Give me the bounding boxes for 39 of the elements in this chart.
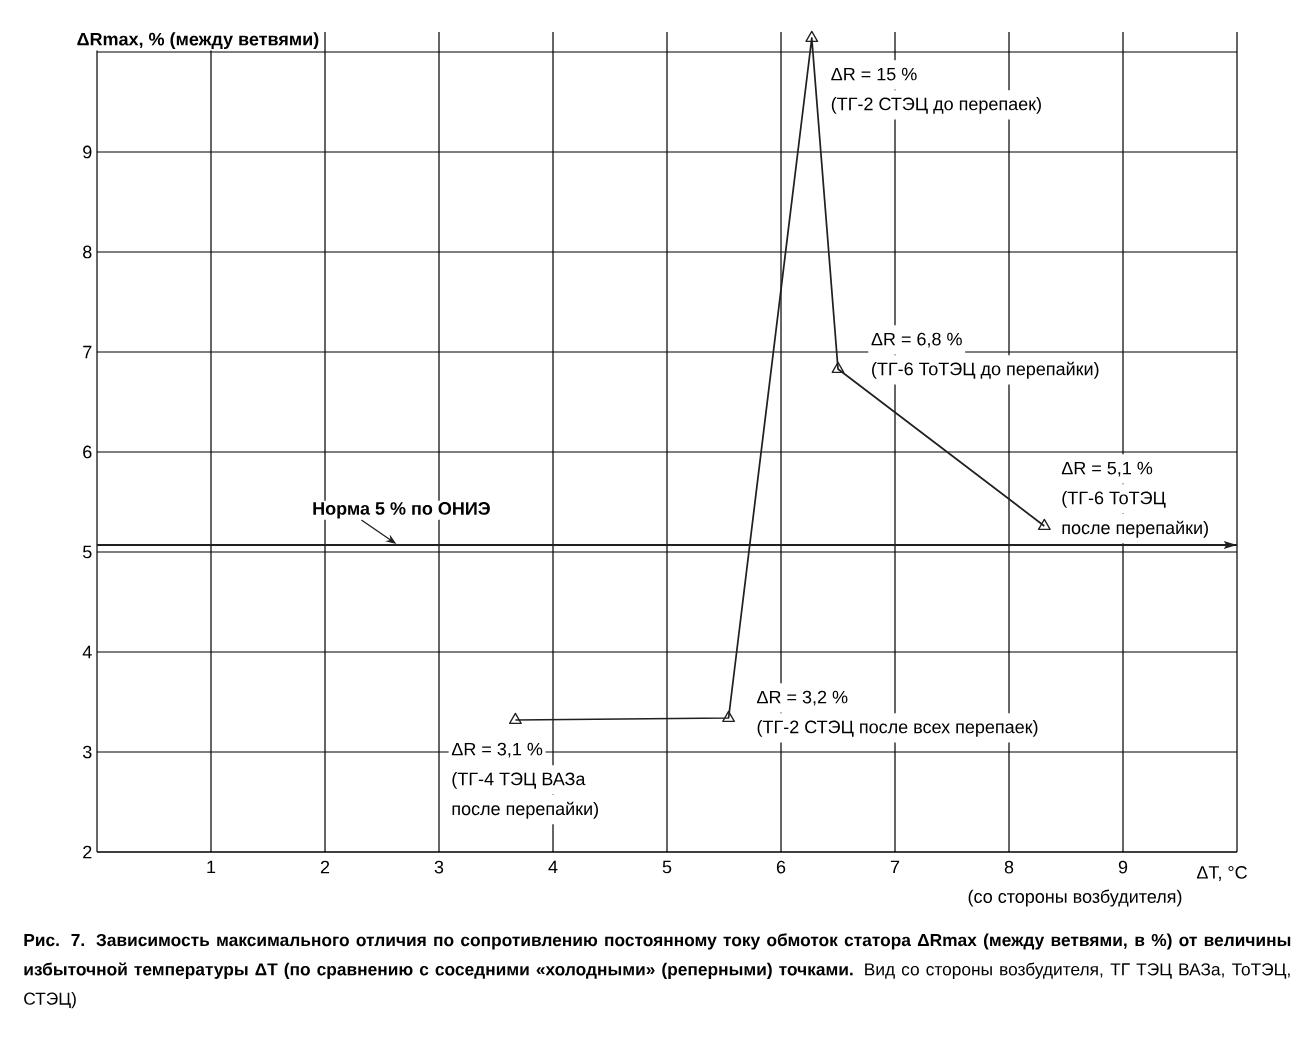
point: [722, 710, 736, 722]
annotation: (ТГ-6 ТоТЭЦ: [1062, 491, 1166, 508]
y-tick-label: 3: [82, 745, 92, 759]
text: (со стороны возбудителя): [968, 889, 1182, 907]
point: [831, 361, 845, 373]
ref-line-label: Норма 5 % по ОНИЭ: [313, 502, 490, 519]
point: [508, 712, 522, 724]
annotation: ΔR = 6,8 %: [871, 332, 962, 348]
chart-title: Рис. 7. Зависимость максимального отличия по сопротивлению постоянному току обмоток статора ΔRmax (между ветвями, в %) от величины избыточной температуры ΔT (по сравнению с соседними «холодными» (реперными) точками. Вид со стороны возбудителя, ТГ ТЭЦ ВАЗа, ТоТЭЦ, СТЭЦ): [24, 933, 1291, 1009]
x-tick-label: 4: [548, 860, 558, 874]
y-tick-label: 9: [83, 145, 92, 159]
y-tick-label: 8: [83, 245, 92, 259]
x-tick-label: 6: [776, 860, 786, 874]
x-tick-label: 1: [207, 860, 216, 874]
y-tick-label: 2: [83, 845, 92, 859]
y-tick-label: 6: [83, 445, 92, 459]
annotation: (ТГ-2 СТЭЦ после всех перепаек): [757, 720, 1038, 737]
annotation: ΔR = 15 %: [831, 67, 917, 81]
x-tick-label: 5: [662, 860, 672, 874]
annotation: (ТГ-4 ТЭЦ ВАЗа: [452, 772, 586, 789]
annotation: после перепайки): [452, 801, 598, 819]
annotation: (ТГ-6 ТоТЭЦ до перепайки): [872, 361, 1099, 379]
point: [1037, 518, 1051, 530]
annotation: ΔR = 3,2 %: [757, 690, 848, 706]
point: [805, 30, 819, 42]
x-axis-title: ΔT, °C: [1196, 866, 1247, 881]
y-axis-title: ΔRmax, % (между ветвями): [77, 32, 319, 50]
x-tick-label: 2: [320, 860, 330, 874]
y-tick-label: 5: [82, 545, 92, 559]
x-tick-label: 3: [434, 860, 444, 874]
annotation: после перепайки): [1062, 520, 1208, 538]
x-tick-label: 9: [1118, 860, 1128, 874]
annotation: (ТГ-2 СТЭЦ до перепаек): [831, 97, 1041, 114]
y-tick-label: 4: [82, 645, 92, 659]
annotation: ΔR = 5,1 %: [1061, 461, 1153, 477]
y-tick-label: 7: [83, 345, 92, 359]
annotation: ΔR = 3,1 %: [451, 742, 543, 758]
x-tick-label: 8: [1004, 860, 1014, 874]
x-tick-label: 7: [890, 860, 900, 874]
